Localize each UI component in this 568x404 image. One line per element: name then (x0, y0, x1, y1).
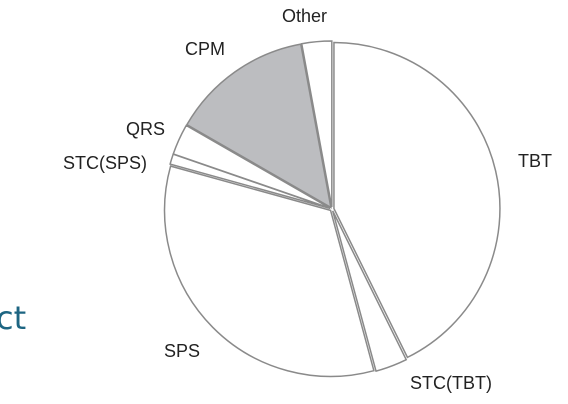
pie-slice (333, 41, 501, 359)
pie-slice (185, 43, 332, 209)
slice-label: SPS (164, 341, 200, 361)
slice-label: STC(TBT) (410, 373, 492, 393)
slice-label: Other (282, 6, 327, 26)
pie-slice (163, 165, 375, 378)
slice-label: TBT (518, 151, 552, 171)
side-text: ct (0, 299, 26, 337)
slice-label: STC(SPS) (63, 153, 147, 173)
slice-label: QRS (126, 119, 165, 139)
pie-slice (300, 40, 333, 208)
pie-slice (331, 210, 408, 373)
slice-label: CPM (185, 39, 225, 59)
pie-slice (172, 124, 331, 209)
